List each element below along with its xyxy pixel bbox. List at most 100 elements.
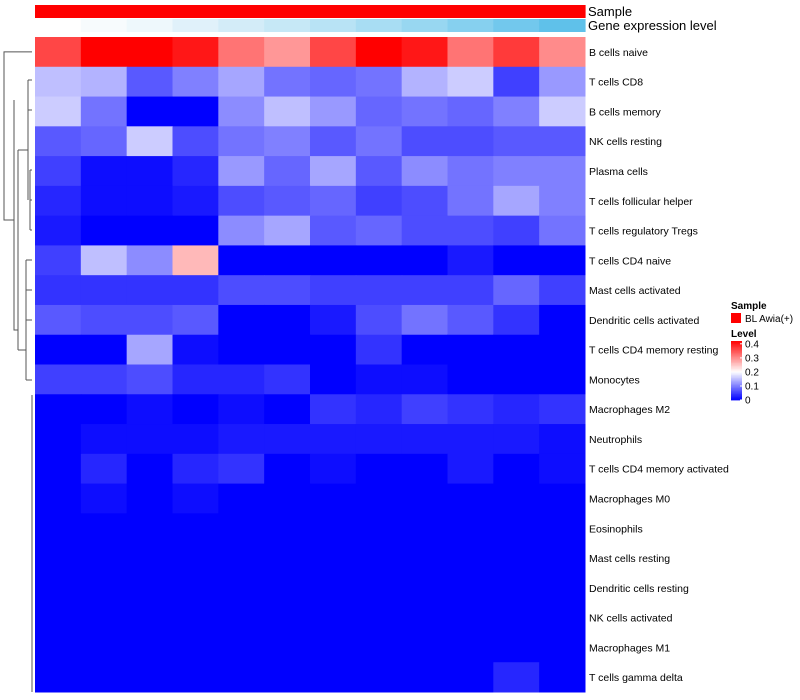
row-label: Mast cells activated — [589, 285, 681, 297]
heatmap-cell — [355, 572, 403, 604]
annotation-cell — [126, 5, 174, 18]
row-label: T cells CD4 naive — [589, 255, 671, 267]
heatmap-cell — [80, 662, 128, 693]
heatmap-cell — [126, 275, 173, 306]
heatmap-cell — [218, 424, 265, 455]
heatmap-cell — [539, 572, 586, 604]
annotation-cell — [35, 5, 82, 18]
colorbar-segment — [731, 358, 742, 361]
heatmap-cell — [355, 632, 403, 663]
row-label: T cells CD4 memory activated — [589, 464, 729, 476]
colorbar-segment — [731, 343, 742, 346]
heatmap-cell — [35, 543, 82, 574]
colorbar-segment — [731, 354, 742, 357]
heatmap-cell — [126, 126, 173, 157]
heatmap-cell — [447, 156, 494, 187]
colorbar-segment — [731, 397, 742, 399]
heatmap-cell — [264, 245, 311, 276]
heatmap-cell — [355, 215, 403, 246]
heatmap-cell — [264, 394, 311, 425]
heatmap-cell — [35, 453, 82, 485]
colorbar-segment — [731, 361, 742, 364]
heatmap-cell — [172, 632, 219, 663]
colorbar-segment — [731, 394, 742, 396]
heatmap-cell — [35, 304, 82, 336]
annotation-cell — [539, 5, 586, 18]
heatmap-cell — [35, 245, 82, 276]
heatmap-cell — [126, 483, 173, 514]
colorbar-segment — [731, 357, 742, 360]
heatmap-cell — [264, 662, 311, 693]
colorbar-tick-label: 0.1 — [745, 382, 759, 393]
heatmap-cell — [447, 96, 494, 127]
heatmap-cell — [539, 424, 586, 455]
heatmap-cell — [126, 662, 173, 693]
heatmap-cell — [355, 156, 403, 187]
heatmap-cell — [310, 394, 357, 425]
colorbar-segment — [731, 360, 742, 363]
heatmap-cell — [493, 543, 540, 574]
heatmap-cell — [355, 304, 403, 336]
row-label: NK cells activated — [589, 613, 673, 625]
annotation-cell — [172, 5, 219, 18]
row-label: Macrophages M2 — [589, 404, 670, 416]
colorbar-segment — [731, 351, 742, 354]
heatmap-cell — [80, 424, 128, 455]
heatmap-cell — [310, 543, 357, 574]
colorbar-segment — [731, 376, 742, 379]
heatmap-cell — [401, 632, 448, 663]
heatmap-cell — [493, 364, 540, 395]
colorbar-segment — [731, 385, 742, 388]
row-dendrogram — [3, 51, 33, 692]
heatmap-cell — [172, 245, 219, 276]
heatmap-cell — [264, 185, 311, 217]
heatmap-cell — [126, 245, 173, 276]
heatmap-cell — [80, 572, 128, 604]
legend-level-title: Level — [731, 329, 757, 340]
colorbar-tick-label: 0 — [745, 396, 751, 407]
heatmap-cell — [447, 483, 494, 514]
heatmap-cell — [172, 572, 219, 604]
heatmap-cell — [447, 126, 494, 157]
row-label: T cells CD8 — [589, 77, 643, 89]
heatmap-cell — [218, 304, 265, 336]
heatmap-cell — [310, 483, 357, 514]
colorbar-segment — [731, 369, 742, 371]
legend-sample-title: Sample — [731, 301, 767, 312]
colorbar-segment — [731, 349, 742, 352]
heatmap-cell — [172, 126, 219, 157]
heatmap-cell — [35, 156, 82, 187]
heatmap-cell — [126, 96, 173, 127]
annotation-cell — [172, 19, 219, 32]
colorbar-segment — [731, 366, 742, 368]
heatmap-cell — [172, 364, 219, 395]
heatmap-cell — [264, 364, 311, 395]
annotation-cell — [218, 5, 265, 18]
colorbar-segment — [731, 345, 742, 348]
heatmap-cell — [401, 275, 448, 306]
legend-sample-entry: BL Awia(+) — [745, 314, 793, 325]
heatmap-cell — [264, 572, 311, 604]
heatmap-cell — [539, 37, 586, 68]
heatmap-cell — [264, 334, 311, 365]
heatmap-cell — [310, 662, 357, 693]
annotation-cell — [355, 19, 403, 32]
heatmap-cell — [493, 185, 540, 217]
annotation-cell — [493, 5, 540, 18]
heatmap-cell — [172, 453, 219, 485]
heatmap-cell — [126, 424, 173, 455]
heatmap-cell — [218, 513, 265, 544]
heatmap-cell — [310, 334, 357, 365]
colorbar-segment — [731, 379, 742, 382]
colorbar-segment — [731, 373, 742, 376]
heatmap-cell — [401, 66, 448, 98]
heatmap-cell — [493, 632, 540, 663]
heatmap-cell — [264, 37, 311, 68]
heatmap-cell — [539, 632, 586, 663]
heatmap-cell — [80, 632, 128, 663]
colorbar-segment — [731, 364, 742, 367]
heatmap-cell — [80, 185, 128, 217]
heatmap-cell — [310, 632, 357, 663]
heatmap-cell — [539, 483, 586, 514]
row-label: Dendritic cells resting — [589, 583, 689, 595]
